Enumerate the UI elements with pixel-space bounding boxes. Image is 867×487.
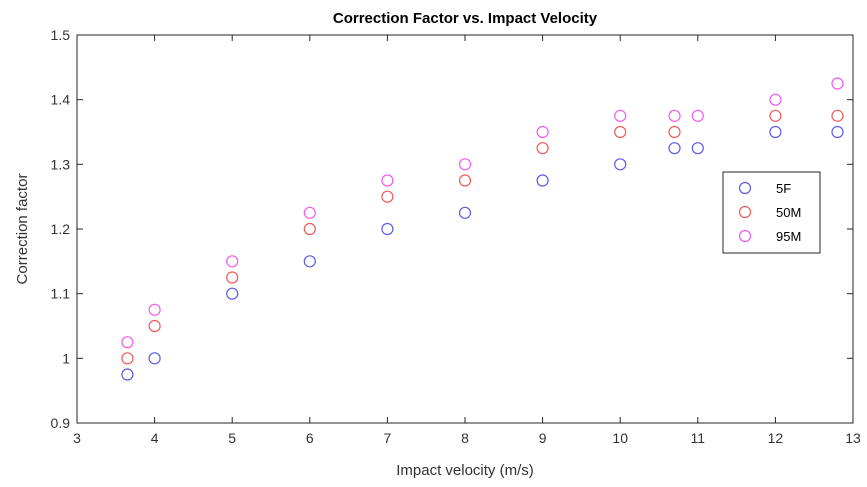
point-95m <box>226 255 239 268</box>
point-95m <box>381 174 394 187</box>
point-5f <box>831 125 844 139</box>
x-tick-label: 5 <box>228 430 236 446</box>
point-5f <box>458 206 472 219</box>
point-95m <box>691 109 704 122</box>
legend: 5F 50M 95M <box>722 171 821 254</box>
point-95m <box>668 109 681 122</box>
y-tick-label: 1.2 <box>51 221 71 237</box>
point-5f <box>303 255 316 268</box>
x-tick-label: 9 <box>539 430 547 446</box>
legend-marker <box>738 229 752 243</box>
point-50m <box>381 190 394 203</box>
point-50m <box>148 319 161 333</box>
point-50m <box>458 174 472 187</box>
point-50m <box>668 125 681 139</box>
legend-label: 5F <box>776 181 791 196</box>
point-5f <box>148 352 161 365</box>
x-tick-label: 10 <box>612 430 628 446</box>
point-95m <box>148 303 161 316</box>
point-50m <box>226 271 239 284</box>
point-50m <box>831 109 844 122</box>
y-tick-label: 1.3 <box>51 156 71 172</box>
legend-marker <box>738 181 752 195</box>
y-tick-label: 1 <box>62 350 70 366</box>
y-axis: 0.9 1 1.1 1.2 1.3 1.4 1.5 <box>51 27 853 431</box>
x-tick-label: 8 <box>461 430 469 446</box>
y-tick-label: 1.1 <box>51 286 71 302</box>
y-tick-label: 0.9 <box>51 415 71 431</box>
y-tick-label: 1.5 <box>51 27 71 43</box>
x-tick-label: 12 <box>768 430 784 446</box>
y-tick-label: 1.4 <box>51 92 71 108</box>
x-tick-label: 13 <box>845 430 861 446</box>
point-5f <box>121 368 134 381</box>
point-95m <box>614 109 627 122</box>
point-95m <box>303 206 316 219</box>
point-95m <box>536 125 549 139</box>
point-5f <box>691 142 704 155</box>
point-95m <box>831 77 844 90</box>
y-axis-label: Correction factor <box>14 174 31 285</box>
point-50m <box>614 125 627 139</box>
data-points <box>121 77 844 381</box>
point-5f <box>226 287 239 300</box>
x-tick-label: 4 <box>151 430 159 446</box>
point-50m <box>769 109 782 122</box>
chart-title: Correction Factor vs. Impact Velocity <box>333 10 598 27</box>
point-50m <box>303 222 316 236</box>
x-axis-label: Impact velocity (m/s) <box>396 462 534 479</box>
point-5f <box>381 222 394 236</box>
point-5f <box>668 142 681 155</box>
x-tick-label: 11 <box>691 430 706 446</box>
x-tick-label: 6 <box>306 430 314 446</box>
point-50m <box>536 142 549 155</box>
x-tick-label: 3 <box>73 430 81 446</box>
x-tick-label: 7 <box>384 430 392 446</box>
point-95m <box>121 336 134 349</box>
point-95m <box>458 158 472 171</box>
point-95m <box>769 93 782 106</box>
point-5f <box>769 125 782 139</box>
point-50m <box>121 352 134 365</box>
point-5f <box>536 174 549 187</box>
legend-label: 50M <box>776 205 801 220</box>
point-5f <box>614 158 627 171</box>
legend-marker <box>738 205 752 219</box>
x-axis: 3 4 5 6 7 8 9 10 11 12 13 <box>73 35 861 446</box>
legend-label: 95M <box>776 229 801 244</box>
legend-box <box>722 171 821 254</box>
